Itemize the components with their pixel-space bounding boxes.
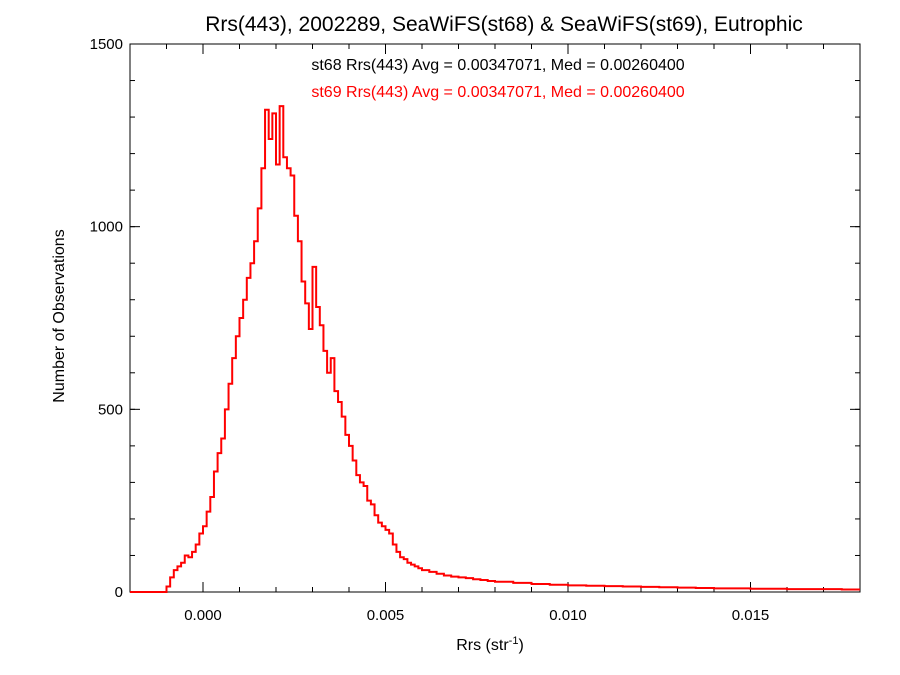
y-tick-label: 500 xyxy=(98,401,123,418)
y-tick-label: 0 xyxy=(115,584,123,601)
x-axis-label-close: ) xyxy=(518,637,523,654)
chart-title: Rrs(443), 2002289, SeaWiFS(st68) & SeaWi… xyxy=(205,13,803,36)
y-axis-label: Number of Observations xyxy=(51,229,68,402)
x-tick-label: 0.005 xyxy=(367,607,405,624)
annotation-st69: st69 Rrs(443) Avg = 0.00347071, Med = 0.… xyxy=(311,84,684,101)
y-tick-label: 1500 xyxy=(90,36,123,53)
x-tick-label: 0.015 xyxy=(732,607,770,624)
series-line-st69 xyxy=(130,105,860,593)
y-tick-label: 1000 xyxy=(90,219,123,236)
x-axis-label-sup: -1 xyxy=(509,635,519,647)
x-tick-label: 0.000 xyxy=(184,607,222,624)
x-axis-label: Rrs (str-1) xyxy=(456,635,524,654)
x-axis-label-main: Rrs (str xyxy=(456,637,509,654)
annotation-st68: st68 Rrs(443) Avg = 0.00347071, Med = 0.… xyxy=(311,57,684,74)
tick-labels: 0.000 0.005 0.010 0.015 0 500 1000 1500 xyxy=(90,36,770,624)
x-tick-label: 0.010 xyxy=(549,607,587,624)
